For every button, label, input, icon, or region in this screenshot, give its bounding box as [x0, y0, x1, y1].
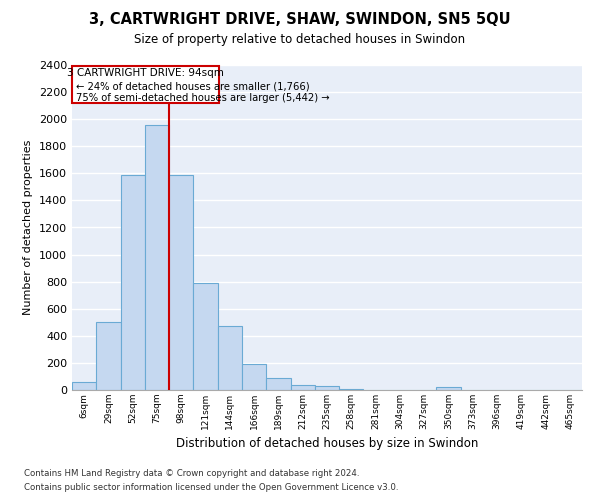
- Bar: [218, 326, 242, 390]
- Text: 3, CARTWRIGHT DRIVE, SHAW, SWINDON, SN5 5QU: 3, CARTWRIGHT DRIVE, SHAW, SWINDON, SN5 …: [89, 12, 511, 28]
- Bar: [290, 386, 315, 390]
- Bar: [242, 364, 266, 390]
- Bar: [436, 388, 461, 390]
- Text: Contains public sector information licensed under the Open Government Licence v3: Contains public sector information licen…: [24, 484, 398, 492]
- Bar: [72, 382, 96, 390]
- Text: Contains HM Land Registry data © Crown copyright and database right 2024.: Contains HM Land Registry data © Crown c…: [24, 468, 359, 477]
- Bar: [169, 174, 193, 390]
- X-axis label: Distribution of detached houses by size in Swindon: Distribution of detached houses by size …: [176, 438, 478, 450]
- Y-axis label: Number of detached properties: Number of detached properties: [23, 140, 34, 315]
- Text: 3 CARTWRIGHT DRIVE: 94sqm: 3 CARTWRIGHT DRIVE: 94sqm: [67, 68, 224, 78]
- Bar: [266, 378, 290, 390]
- Text: 75% of semi-detached houses are larger (5,442) →: 75% of semi-detached houses are larger (…: [76, 94, 330, 104]
- FancyBboxPatch shape: [73, 66, 219, 103]
- Bar: [145, 124, 169, 390]
- Bar: [193, 283, 218, 390]
- Bar: [96, 322, 121, 390]
- Bar: [121, 174, 145, 390]
- Bar: [315, 386, 339, 390]
- Text: ← 24% of detached houses are smaller (1,766): ← 24% of detached houses are smaller (1,…: [76, 82, 310, 92]
- Text: Size of property relative to detached houses in Swindon: Size of property relative to detached ho…: [134, 32, 466, 46]
